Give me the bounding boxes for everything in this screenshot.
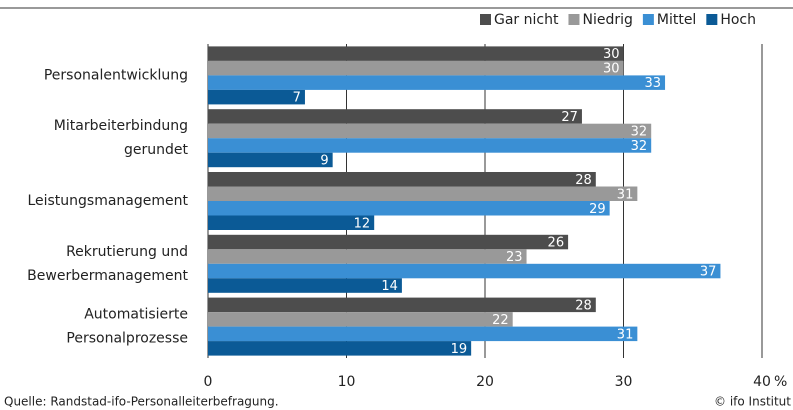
bar	[208, 201, 610, 216]
bar	[208, 75, 666, 90]
bar	[208, 297, 596, 313]
x-axis-unit: %	[774, 374, 787, 390]
value-label: 29	[589, 202, 606, 217]
bar	[208, 341, 472, 356]
value-label: 28	[575, 173, 592, 188]
bar	[208, 249, 527, 264]
value-label: 27	[561, 110, 578, 125]
bar	[208, 60, 624, 76]
value-label: 30	[603, 62, 620, 77]
value-label: 23	[506, 250, 523, 265]
value-label: 37	[700, 265, 717, 280]
value-label: 19	[451, 342, 468, 357]
x-tick-label: 40	[753, 374, 771, 390]
value-label: 32	[631, 124, 648, 139]
legend-label: Niedrig	[582, 12, 632, 28]
bar	[208, 234, 569, 250]
bar	[208, 278, 402, 293]
value-label: 30	[603, 47, 620, 62]
value-label: 32	[631, 139, 648, 154]
x-tick-label: 0	[204, 374, 213, 390]
category-label: Leistungsmanagement	[27, 193, 188, 209]
value-label: 12	[354, 216, 371, 231]
category-label: Bewerbermanagement	[27, 268, 188, 284]
value-label: 14	[381, 279, 398, 294]
bar	[208, 312, 513, 327]
legend-swatch	[642, 14, 654, 25]
bar	[208, 152, 333, 168]
bar	[208, 89, 305, 105]
category-label: Personalprozesse	[66, 331, 188, 347]
value-label: 33	[645, 76, 662, 91]
value-label: 31	[617, 187, 634, 202]
legend-label: Mittel	[657, 12, 696, 28]
value-label: 9	[320, 153, 328, 168]
legend-swatch	[706, 14, 718, 25]
value-label: 28	[575, 298, 592, 313]
legend-swatch	[480, 14, 491, 25]
value-label: 7	[293, 91, 301, 106]
value-label: 26	[548, 236, 565, 251]
category-label: Rekrutierung und	[66, 244, 188, 260]
category-label: Mitarbeiterbindung	[54, 118, 188, 134]
bar	[208, 46, 624, 61]
category-label: gerundet	[124, 142, 189, 158]
source: Quelle: Randstad-ifo-Personalleiterbefra…	[4, 395, 279, 409]
bar	[208, 215, 375, 230]
value-label: 22	[492, 313, 509, 328]
bar	[208, 109, 582, 124]
bar	[208, 263, 721, 279]
bar	[208, 326, 638, 342]
category-label: Automatisierte	[84, 307, 188, 323]
legend-swatch	[568, 14, 580, 25]
credit: © ifo Institut	[714, 395, 791, 409]
x-tick-label: 30	[615, 374, 633, 390]
x-tick-label: 20	[476, 374, 494, 390]
bar	[208, 186, 638, 201]
bar	[208, 172, 596, 187]
value-label: 31	[617, 327, 634, 342]
x-tick-label: 10	[338, 374, 356, 390]
bar	[208, 123, 652, 139]
legend-label: Hoch	[720, 12, 756, 28]
bar	[208, 138, 652, 153]
category-label: Personalentwicklung	[44, 67, 188, 83]
legend-label: Gar nicht	[494, 12, 559, 28]
